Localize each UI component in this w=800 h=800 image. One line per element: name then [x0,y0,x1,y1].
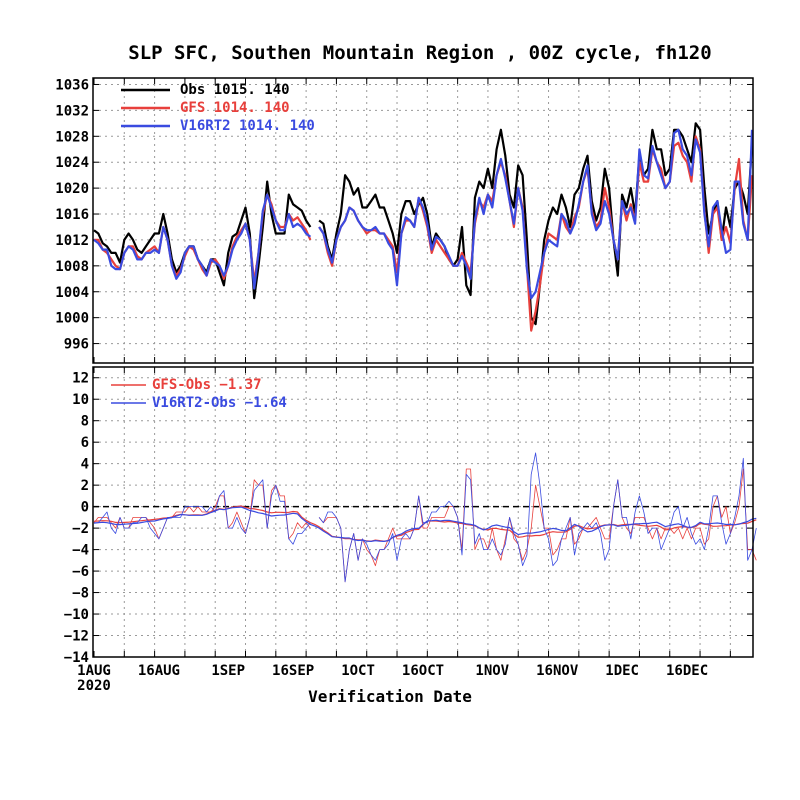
y-tick-label: −14 [64,650,89,666]
x-tick-label: 16SEP [272,663,314,679]
y-tick-label: −2 [72,521,89,537]
bottom-panel: 12 10 8 6 4 2 0 −2 −4 −6 −8 −10 −12 −14 GFS-Obs −1.37 V… [64,366,757,666]
top-frame [92,77,754,364]
legend-label: GFS 1014. 140 [180,100,290,116]
y-tick-label: 1016 [55,207,89,223]
top-panel: 1036 1032 1028 1024 1020 1016 1012 1008 1004 1000… [55,77,754,364]
bottom-frame [92,366,754,658]
x-tick-label: 1SEP [211,663,245,679]
y-tick-label: 6 [81,435,89,451]
y-tick-label: 1012 [55,233,89,249]
x-tick-label: 16OCT [402,663,444,679]
x-tick-label: 16AUG [138,663,180,679]
series-line-v16rt2 [93,128,754,300]
y-tick-label: 1008 [55,259,89,275]
y-tick-label: 4 [81,457,89,473]
x-axis-label: Verification Date [308,687,472,706]
chart-title: SLP SFC, Southen Mountain Region , 00Z c… [128,42,711,64]
series-line-v16rt2-obs [94,452,757,583]
x-axis: 1AUG 16AUG 1SEP 16SEP 1OCT 16OCT 1NOV 16NOV 1DEC… [77,663,708,694]
y-tick-label: 10 [72,392,89,408]
y-tick-label: 1020 [55,181,89,197]
y-tick-label: 1032 [55,103,89,119]
y-tick-label: 1024 [55,155,89,171]
y-tick-label: 8 [81,414,89,430]
y-tick-label: −10 [64,607,89,623]
y-tick-label: 0 [81,500,89,516]
legend-label: V16RT2-Obs −1.64 [152,395,287,411]
y-tick-label: 1028 [55,129,89,145]
y-tick-label: −6 [72,564,89,580]
x-tick-label: 1OCT [341,663,375,679]
x-tick-label: 1DEC [605,663,639,679]
y-tick-label: 996 [64,337,89,353]
y-tick-label: 12 [72,371,89,387]
y-tick-label: −8 [72,586,89,602]
y-tick-label: −12 [64,629,89,645]
x-tick-label: 1AUG [77,663,111,679]
x-tick-label: 16DEC [666,663,708,679]
legend-label: V16RT2 1014. 140 [180,118,315,134]
x-tick-label: 16NOV [536,663,579,679]
y-tick-label: 2 [81,478,89,494]
y-tick-label: 1000 [55,311,89,327]
legend-label: Obs 1015. 140 [180,82,290,98]
series-line-v16rt2-obs-mean [93,506,757,542]
series-line-gfs-obs [93,468,757,583]
y-tick-label: 1004 [55,285,89,301]
x-tick-label: 1NOV [475,663,509,679]
y-tick-label: 1036 [55,77,89,93]
x-tick-sublabel: 2020 [77,678,111,694]
y-tick-label: −4 [72,543,89,559]
legend-label: GFS-Obs −1.37 [152,377,262,393]
